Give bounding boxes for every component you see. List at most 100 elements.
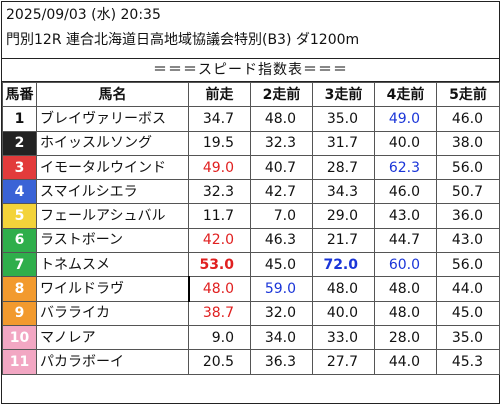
race-datetime: 2025/09/03 (水) 20:35	[6, 7, 161, 23]
horse-number-badge: 9	[2, 300, 37, 326]
speed-index-value: 45.0	[250, 252, 313, 278]
speed-index-value: 44.0	[374, 349, 437, 375]
column-header-number: 馬番	[2, 81, 37, 108]
table-title: ＝＝＝スピード指数表＝＝＝	[2, 58, 499, 82]
speed-index-value: 59.0	[250, 276, 313, 302]
speed-index-value: 50.7	[436, 179, 500, 205]
horse-name: イモータルウインド	[36, 154, 189, 181]
speed-index-value: 46.3	[250, 227, 313, 254]
horse-name: バラライカ	[36, 300, 189, 326]
speed-index-value: 31.7	[312, 130, 375, 156]
column-header-2-races-ago: 2走前	[250, 81, 313, 108]
speed-index-value: 46.0	[374, 179, 437, 205]
horse-name: フェールアシュバル	[36, 203, 189, 229]
horse-number-badge: 5	[2, 203, 37, 229]
speed-index-value: 35.0	[436, 324, 500, 351]
speed-index-value: 34.3	[312, 179, 375, 205]
table-row: 1 ブレイヴァリーボス 34.7 48.0 35.0 49.0 46.0	[2, 106, 500, 132]
speed-index-value: 11.7	[188, 203, 251, 229]
speed-index-value: 44.7	[374, 227, 437, 254]
table-row: 4 スマイルシエラ 32.3 42.7 34.3 46.0 50.7	[2, 179, 500, 205]
speed-index-value: 53.0	[188, 252, 251, 278]
horse-number-badge: 11	[2, 349, 37, 375]
speed-index-value: 48.0	[374, 300, 437, 326]
speed-index-value: 48.0	[374, 276, 437, 302]
speed-index-value: 48.0	[250, 106, 313, 132]
speed-index-value: 40.0	[312, 300, 375, 326]
speed-index-value: 38.7	[188, 300, 251, 326]
table-row: 3 イモータルウインド 49.0 40.7 28.7 62.3 56.0	[2, 154, 500, 181]
column-header-horse-name: 馬名	[36, 81, 189, 108]
horse-name: ラストボーン	[36, 227, 189, 254]
speed-index-value: 27.7	[312, 349, 375, 375]
speed-index-value: 9.0	[188, 324, 251, 351]
speed-index-value: 28.7	[312, 154, 375, 181]
speed-index-table: 馬番 馬名 前走 2走前 3走前 4走前 5走前 1 ブレイヴァリーボス 34.7 4…	[2, 81, 500, 375]
column-header-last-race: 前走	[188, 81, 251, 108]
horse-number-badge: 1	[2, 106, 37, 132]
speed-index-value: 33.0	[312, 324, 375, 351]
horse-name: パカラボーイ	[36, 349, 189, 375]
horse-number-badge: 6	[2, 227, 37, 254]
speed-index-value: 45.0	[436, 300, 500, 326]
horse-name: トネムスメ	[36, 252, 189, 278]
horse-name: ホイッスルソング	[36, 130, 189, 156]
table-row: 5 フェールアシュバル 11.7 7.0 29.0 43.0 36.0	[2, 203, 500, 229]
horse-name: ワイルドラヴ	[36, 276, 189, 302]
horse-name: スマイルシエラ	[36, 179, 189, 205]
horse-name: マノレア	[36, 324, 189, 351]
speed-index-value: 44.0	[436, 276, 500, 302]
speed-index-value: 43.0	[436, 227, 500, 254]
speed-index-value: 48.0	[187, 276, 251, 302]
race-title: 門別12R 連合北海道日高地域協議会特別(B3) ダ1200m	[6, 32, 360, 48]
horse-number-badge: 8	[2, 276, 37, 302]
table-row: 8 ワイルドラヴ 48.0 59.0 48.0 48.0 44.0	[2, 276, 500, 302]
speed-index-value: 36.3	[250, 349, 313, 375]
horse-number-badge: 10	[2, 324, 37, 351]
speed-index-value: 32.3	[188, 179, 251, 205]
horse-name: ブレイヴァリーボス	[36, 106, 189, 132]
table-row: 6 ラストボーン 42.0 46.3 21.7 44.7 43.0	[2, 227, 500, 254]
column-header-5-races-ago: 5走前	[436, 81, 500, 108]
speed-index-value: 72.0	[312, 252, 375, 278]
speed-index-value: 45.3	[436, 349, 500, 375]
speed-index-value: 29.0	[312, 203, 375, 229]
horse-number-badge: 3	[2, 154, 37, 181]
speed-index-value: 42.0	[188, 227, 251, 254]
speed-index-value: 46.0	[436, 106, 500, 132]
speed-index-value: 40.7	[250, 154, 313, 181]
speed-index-value: 60.0	[374, 252, 437, 278]
table-row: 10 マノレア 9.0 34.0 33.0 28.0 35.0	[2, 324, 500, 351]
speed-index-value: 34.0	[250, 324, 313, 351]
horse-number-badge: 2	[2, 130, 37, 156]
speed-index-value: 20.5	[188, 349, 251, 375]
speed-index-value: 21.7	[312, 227, 375, 254]
speed-index-value: 43.0	[374, 203, 437, 229]
speed-index-value: 36.0	[436, 203, 500, 229]
speed-index-value: 40.0	[374, 130, 437, 156]
column-header-3-races-ago: 3走前	[312, 81, 375, 108]
speed-index-value: 48.0	[312, 276, 375, 302]
table-header-row: 馬番 馬名 前走 2走前 3走前 4走前 5走前	[2, 81, 500, 108]
table-row: 11 パカラボーイ 20.5 36.3 27.7 44.0 45.3	[2, 349, 500, 375]
speed-index-value: 49.0	[188, 154, 251, 181]
speed-index-value: 19.5	[188, 130, 251, 156]
speed-index-value: 42.7	[250, 179, 313, 205]
speed-index-value: 56.0	[436, 154, 500, 181]
column-header-4-races-ago: 4走前	[374, 81, 437, 108]
table-row: 9 バラライカ 38.7 32.0 40.0 48.0 45.0	[2, 300, 500, 326]
speed-index-value: 28.0	[374, 324, 437, 351]
speed-index-value: 7.0	[250, 203, 313, 229]
horse-number-badge: 7	[2, 252, 37, 278]
table-row: 7 トネムスメ 53.0 45.0 72.0 60.0 56.0	[2, 252, 500, 278]
horse-number-badge: 4	[2, 179, 37, 205]
speed-index-value: 38.0	[436, 130, 500, 156]
speed-index-value: 34.7	[188, 106, 251, 132]
speed-index-value: 56.0	[436, 252, 500, 278]
speed-index-value: 35.0	[312, 106, 375, 132]
table-row: 2 ホイッスルソング 19.5 32.3 31.7 40.0 38.0	[2, 130, 500, 156]
speed-index-value: 32.3	[250, 130, 313, 156]
speed-index-value: 49.0	[374, 106, 437, 132]
speed-index-value: 32.0	[250, 300, 313, 326]
